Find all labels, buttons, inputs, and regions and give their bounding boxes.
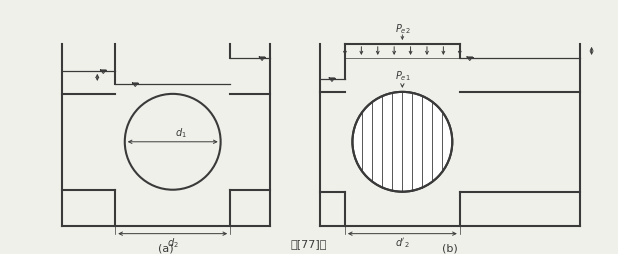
Text: $d_1$: $d_1$ <box>175 125 187 139</box>
Circle shape <box>352 92 452 192</box>
Text: 题[77]图: 题[77]图 <box>291 238 327 248</box>
Text: $P_{e2}$: $P_{e2}$ <box>394 22 410 36</box>
Text: $d'_2$: $d'_2$ <box>395 236 410 249</box>
Text: (b): (b) <box>442 243 458 253</box>
Text: $d_2$: $d_2$ <box>167 236 179 249</box>
Text: (a): (a) <box>158 243 174 253</box>
Text: $P_{e1}$: $P_{e1}$ <box>394 69 410 83</box>
